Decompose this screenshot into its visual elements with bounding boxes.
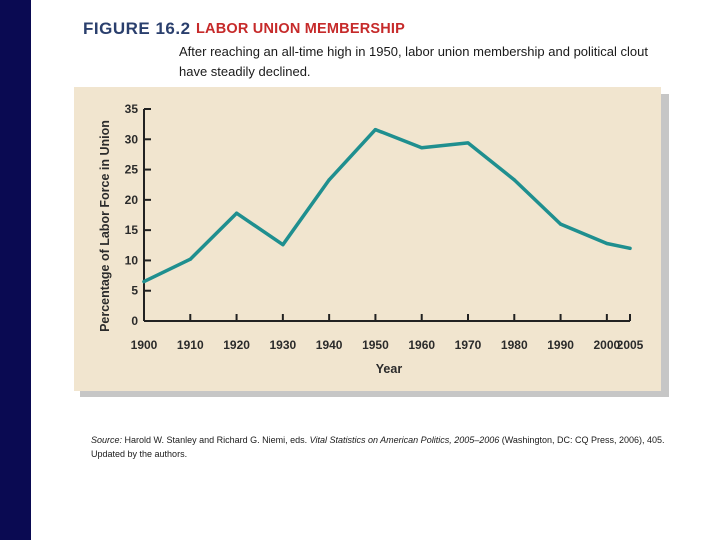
y-axis-label: Percentage of Labor Force in Union <box>98 120 112 332</box>
x-tick-label: 1950 <box>362 338 389 352</box>
data-point <box>628 246 632 250</box>
data-point <box>142 280 146 284</box>
x-tick-label: 1970 <box>455 338 482 352</box>
y-tick-label: 20 <box>125 193 139 207</box>
x-tick-label: 1980 <box>501 338 528 352</box>
data-point <box>420 146 424 150</box>
x-tick-label: 1940 <box>316 338 343 352</box>
data-point <box>188 257 192 261</box>
source-label: Source: <box>91 435 123 445</box>
y-tick-label: 35 <box>125 102 139 116</box>
data-point <box>373 127 378 132</box>
y-tick-label: 25 <box>125 163 139 177</box>
data-point <box>234 211 239 215</box>
x-tick-label: 2000 <box>594 338 621 352</box>
x-axis-label: Year <box>376 362 403 376</box>
data-point <box>558 222 563 226</box>
figure-title: LABOR UNION MEMBERSHIP <box>196 21 406 37</box>
source-work: Vital Statistics on American Politics, 2… <box>309 435 500 445</box>
source-note: Source: Harold W. Stanley and Richard G.… <box>91 433 671 461</box>
x-tick-label: 2005 <box>617 338 644 352</box>
x-tick-label: 1920 <box>223 338 250 352</box>
data-point <box>466 141 470 145</box>
data-point <box>605 241 609 246</box>
line-chart: Percentage of Labor Force in Union Year … <box>98 102 644 376</box>
figure-label: FIGURE 16.2 <box>83 19 191 38</box>
y-tick-label: 30 <box>125 132 139 146</box>
x-tick-label: 1910 <box>177 338 204 352</box>
data-point <box>281 243 285 247</box>
data-point <box>512 178 516 182</box>
data-point <box>327 178 331 182</box>
x-tick-label: 1930 <box>270 338 297 352</box>
y-tick-label: 10 <box>125 253 139 267</box>
series-line <box>142 127 632 284</box>
sidebar-band <box>0 0 31 540</box>
figure-subtitle: After reaching an all-time high in 1950,… <box>179 44 648 79</box>
source-rest: (Washington, DC: CQ Press, 2006), 405. U… <box>91 435 665 459</box>
x-tick-label: 1900 <box>131 338 158 352</box>
y-tick-label: 5 <box>131 284 138 298</box>
y-tick-label: 15 <box>125 223 139 237</box>
x-tick-label: 1990 <box>547 338 574 352</box>
source-authors: Harold W. Stanley and Richard G. Niemi, … <box>124 435 308 445</box>
y-tick-label: 0 <box>131 314 138 328</box>
x-tick-label: 1960 <box>408 338 435 352</box>
